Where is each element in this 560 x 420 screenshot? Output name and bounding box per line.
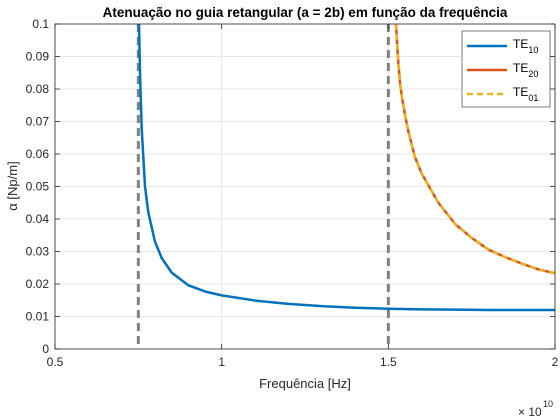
legend-label-te20: TE20 <box>513 61 538 79</box>
x-exponent-base: × 10 <box>518 405 542 419</box>
y-tick-label: 0.06 <box>26 147 50 161</box>
chart-title: Atenuação no guia retangular (a = 2b) em… <box>103 5 508 20</box>
y-tick-label: 0.01 <box>26 310 50 324</box>
y-tick-label: 0.07 <box>26 115 50 129</box>
y-tick-label: 0.08 <box>26 82 50 96</box>
series-line-te01 <box>394 24 555 275</box>
x-tick-labels: 0.5 1 1.5 2 <box>47 355 559 369</box>
x-tick-label: 2 <box>552 355 559 369</box>
series-group <box>137 24 555 312</box>
x-exponent: × 10 10 <box>518 399 553 419</box>
y-tick-label: 0.02 <box>26 277 50 291</box>
y-axis-label: α [Np/m] <box>5 161 20 210</box>
y-tick-label: 0 <box>42 342 49 356</box>
x-exponent-power: 10 <box>543 399 553 409</box>
y-tick-labels: 0 0.01 0.02 0.03 0.04 0.05 0.06 0.07 0.08 0.09 0.1 <box>26 17 50 356</box>
legend-items: TE10 TE20 TE01 <box>467 37 538 103</box>
legend-label-te01: TE01 <box>513 85 538 103</box>
legend-label-te10: TE10 <box>513 37 538 55</box>
y-tick-label: 0.09 <box>26 50 50 64</box>
legend: TE10 TE20 TE01 <box>461 30 551 108</box>
cutoff-lines <box>136 24 390 349</box>
series-line-te10 <box>137 24 555 312</box>
x-tick-label: 1 <box>218 355 225 369</box>
x-tick-label: 0.5 <box>47 355 64 369</box>
ticks <box>54 23 556 350</box>
y-tick-label: 0.04 <box>26 212 50 226</box>
y-tick-label: 0.1 <box>32 17 49 31</box>
x-axis-label: Frequência [Hz] <box>259 376 351 391</box>
y-tick-label: 0.03 <box>26 245 50 259</box>
x-tick-label: 1.5 <box>380 355 397 369</box>
y-tick-label: 0.05 <box>26 180 50 194</box>
